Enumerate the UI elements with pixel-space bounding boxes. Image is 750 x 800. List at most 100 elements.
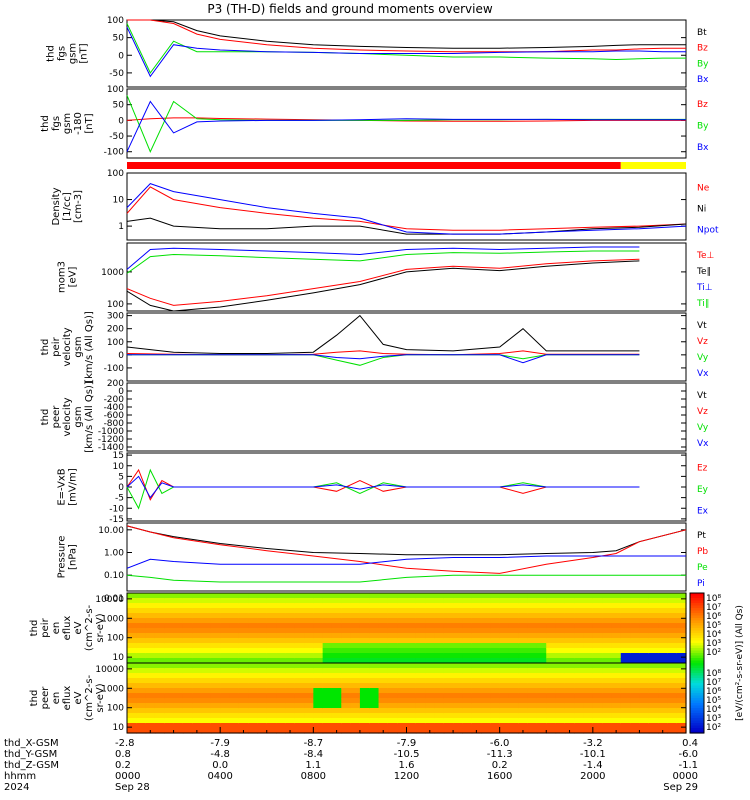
heatmap-cell	[164, 633, 175, 639]
page-title: P3 (TH-D) fields and ground moments over…	[207, 2, 493, 16]
heatmap-cell	[173, 703, 184, 709]
heatmap-cell	[145, 693, 156, 699]
y-tick-label: 0	[118, 483, 124, 493]
heatmap-cell	[201, 593, 212, 599]
heatmap-cell	[359, 673, 370, 679]
heatmap-cell	[331, 693, 342, 699]
heatmap-cell	[136, 643, 147, 649]
heatmap-cell	[620, 723, 631, 729]
heatmap-cell	[136, 678, 147, 684]
heatmap-cell	[630, 663, 641, 669]
colorbar-cell	[690, 618, 704, 622]
y-tick-label: 1000	[101, 614, 124, 624]
heatmap-cell	[658, 608, 668, 614]
colorbar-tick: 10⁶	[706, 687, 721, 697]
heatmap-cell	[341, 623, 352, 629]
heatmap-cell	[471, 678, 482, 684]
footer-value: -8.4	[304, 749, 324, 760]
colorbar-cell	[690, 683, 704, 687]
heatmap-cell	[508, 653, 519, 659]
footer-value: 1.1	[305, 760, 321, 771]
heatmap-cell	[164, 668, 175, 674]
panel-frame	[126, 242, 687, 312]
heatmap-cell	[238, 668, 249, 674]
heatmap-cell	[676, 688, 687, 694]
heatmap-cell	[490, 703, 501, 709]
legend-entry: Ne	[697, 184, 710, 194]
footer-value: 0.0	[212, 760, 228, 771]
heatmap-cell	[164, 638, 175, 644]
heatmap-cell	[369, 653, 380, 659]
heatmap-cell	[453, 683, 463, 689]
heatmap-cell	[210, 618, 221, 624]
heatmap-cell	[154, 603, 165, 609]
heatmap-cell	[164, 703, 175, 709]
heatmap-cell	[630, 728, 641, 734]
heatmap-cell	[658, 663, 668, 669]
heatmap-cell	[574, 688, 585, 694]
heatmap-cell	[266, 623, 277, 629]
heatmap-cell	[536, 723, 547, 729]
heatmap-cell	[630, 713, 641, 719]
heatmap-cell	[378, 723, 389, 729]
colorbar-cell	[690, 623, 704, 627]
heatmap-cell	[322, 718, 333, 724]
heatmap-cell	[210, 628, 221, 634]
heatmap-cell	[583, 618, 594, 624]
heatmap-cell	[564, 658, 575, 664]
heatmap-cell	[127, 603, 137, 609]
heatmap-cell	[201, 688, 212, 694]
colorbar-cell	[690, 653, 704, 657]
heatmap-cell	[210, 698, 221, 704]
heatmap-cell	[210, 623, 221, 629]
panel-frame	[126, 88, 687, 159]
heatmap-cell	[611, 688, 622, 694]
heatmap-cell	[397, 633, 408, 639]
heatmap-cell	[229, 718, 240, 724]
heatmap-cell	[481, 683, 491, 689]
heatmap-cell	[676, 718, 687, 724]
heatmap-cell	[304, 718, 314, 724]
heatmap-cell	[462, 698, 473, 704]
heatmap-cell	[415, 663, 426, 669]
heatmap-cell	[266, 673, 277, 679]
footer-value: -7.9	[210, 738, 230, 749]
heatmap-cell	[210, 598, 221, 604]
heatmap-cell	[639, 678, 650, 684]
heatmap-cell	[276, 623, 286, 629]
heatmap-cell	[555, 718, 566, 724]
heatmap-cell	[564, 653, 575, 659]
heatmap-cell	[136, 693, 147, 699]
heatmap-cell	[266, 608, 277, 614]
heatmap-cell	[611, 663, 622, 669]
legend-entry: Vx	[697, 369, 709, 379]
heatmap-cell	[378, 658, 389, 664]
heatmap-cell	[359, 638, 370, 644]
heatmap-cell	[592, 693, 603, 699]
heatmap-cell	[518, 693, 529, 699]
y-tick-label: 10	[113, 723, 125, 733]
heatmap-cell	[611, 638, 622, 644]
heatmap-cell	[192, 693, 203, 699]
heatmap-cell	[248, 613, 259, 619]
heatmap-cell	[182, 703, 193, 709]
heatmap-cell	[136, 623, 147, 629]
heatmap-cell	[620, 683, 631, 689]
heatmap-cell	[369, 603, 380, 609]
heatmap-cell	[387, 673, 398, 679]
heatmap-cell	[173, 663, 184, 669]
footer-value: Sep 28	[115, 782, 150, 793]
colorbar-cell	[690, 660, 704, 664]
heatmap-cell	[238, 708, 249, 714]
heatmap-cell	[276, 608, 286, 614]
heatmap-cell	[220, 723, 231, 729]
heatmap-cell	[248, 658, 259, 664]
heatmap-cell	[508, 698, 519, 704]
heatmap-cell	[630, 708, 641, 714]
heatmap-cell	[322, 683, 333, 689]
series-Pe	[126, 574, 686, 583]
heatmap-cell	[527, 618, 538, 624]
y-axis-label: fgs	[57, 46, 68, 61]
heatmap-cell	[536, 603, 547, 609]
heatmap-cell	[210, 608, 221, 614]
